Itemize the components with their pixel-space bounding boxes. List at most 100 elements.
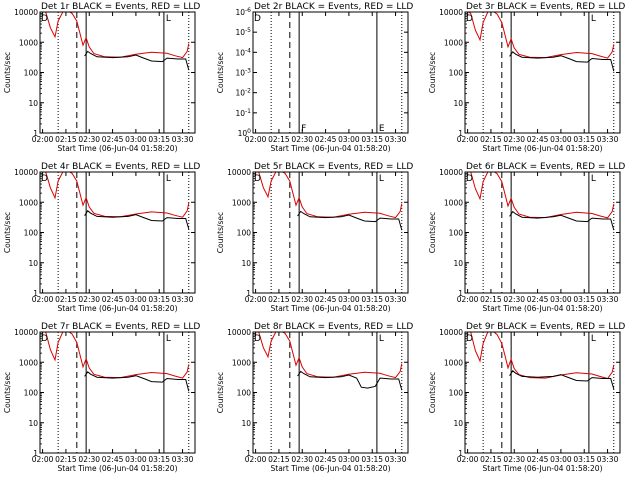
y-tick-label: 10: [241, 419, 251, 428]
mark-right: L: [591, 334, 596, 344]
y-tick-label: 1000: [232, 358, 251, 367]
x-axis-label: Start Time (06-Jun-04 01:58:20): [271, 464, 391, 473]
x-tick-label: 02:00: [32, 455, 54, 464]
x-tick-label: 02:15: [268, 295, 290, 304]
x-tick-label: 02:30: [291, 455, 313, 464]
y-tick-label: 10000: [439, 8, 463, 17]
x-tick-label: 02:30: [78, 135, 100, 144]
saa-mark-left: D: [254, 14, 261, 24]
mark-right: L: [591, 14, 596, 24]
x-tick-label: 02:45: [527, 135, 549, 144]
panel-1: Det 1r BLACK = Events, RED = LLD 1 10 100 10…: [3, 2, 200, 153]
y-axis-label: Counts/sec: [428, 212, 437, 253]
series-line-events: [509, 210, 615, 231]
plot-frame: [252, 11, 409, 134]
y-tick-label: 100: [449, 229, 464, 238]
series-line-events: [84, 50, 190, 71]
panel-6: Det 6r BLACK = Events, RED = LLD 1 10 100 10…: [428, 162, 625, 313]
mark-right: L: [591, 174, 596, 184]
mark-right: L: [379, 334, 384, 344]
mark-right: L: [166, 14, 171, 24]
x-tick-label: 02:30: [503, 455, 525, 464]
saa-mark-left: D: [41, 14, 48, 24]
panel-2: Det 2r BLACK = Events, RED = LLD 100 10-1 1…: [216, 2, 413, 153]
panel-title: Det 8r BLACK = Events, RED = LLD: [254, 322, 413, 332]
x-tick-label: 02:45: [315, 135, 337, 144]
y-axis-label: Counts/sec: [3, 52, 12, 93]
x-tick-label: 02:45: [527, 455, 549, 464]
mark-right: L: [166, 174, 171, 184]
plot-frame: [464, 331, 621, 454]
x-tick-label: 03:00: [125, 135, 147, 144]
x-tick-label: 02:00: [245, 295, 267, 304]
x-tick-label: 02:15: [55, 295, 77, 304]
y-tick-label: 1: [458, 449, 463, 458]
x-tick-label: 03:15: [361, 135, 383, 144]
x-tick-label: 02:15: [55, 455, 77, 464]
mark-mid: F: [301, 124, 306, 134]
y-tick-exponent: -1: [245, 108, 251, 115]
x-tick-label: 03:00: [125, 455, 147, 464]
plot-area: [257, 332, 403, 391]
x-tick-label: 02:45: [315, 455, 337, 464]
y-tick-label: 1: [33, 449, 38, 458]
series-line-events: [509, 51, 615, 72]
panel-title: Det 6r BLACK = Events, RED = LLD: [466, 162, 625, 172]
saa-mark-left: D: [466, 334, 473, 344]
saa-mark-left: D: [254, 174, 261, 184]
y-axis-label: Counts/sec: [428, 52, 437, 93]
y-tick-label: 100: [237, 389, 252, 398]
panel-title: Det 1r BLACK = Events, RED = LLD: [41, 2, 200, 12]
x-tick-label: 02:15: [268, 455, 290, 464]
y-tick-label: 1000: [19, 358, 38, 367]
plot-frame: [464, 11, 621, 134]
x-tick-label: 02:00: [245, 135, 267, 144]
x-tick-label: 02:00: [457, 455, 479, 464]
series-line-events: [84, 371, 190, 392]
saa-mark-left: D: [254, 334, 261, 344]
y-tick-exponent: -4: [245, 47, 251, 54]
y-tick-label: 1: [246, 449, 251, 458]
x-tick-label: 02:00: [245, 455, 267, 464]
x-tick-label: 02:45: [102, 295, 124, 304]
panel-4: Det 4r BLACK = Events, RED = LLD 1 10 100 10…: [3, 162, 200, 313]
x-tick-label: 03:15: [361, 455, 383, 464]
series-line-lld: [44, 12, 190, 59]
panel-title: Det 3r BLACK = Events, RED = LLD: [466, 2, 625, 12]
x-tick-label: 03:00: [338, 455, 360, 464]
y-tick-label: 100: [24, 389, 39, 398]
x-tick-label: 02:30: [503, 295, 525, 304]
panel-title: Det 7r BLACK = Events, RED = LLD: [41, 322, 200, 332]
y-tick-label: 10-3: [235, 68, 251, 78]
x-tick-label: 02:15: [480, 295, 502, 304]
x-axis-label: Start Time (06-Jun-04 01:58:20): [271, 304, 391, 313]
x-tick-label: 02:15: [480, 135, 502, 144]
y-tick-label: 100: [237, 229, 252, 238]
x-tick-label: 03:30: [385, 455, 407, 464]
mark-right: L: [379, 174, 384, 184]
x-tick-label: 02:00: [32, 135, 54, 144]
x-tick-label: 03:15: [573, 135, 595, 144]
plot-area: [467, 12, 615, 72]
mark-right: L: [166, 334, 171, 344]
x-tick-label: 03:00: [338, 135, 360, 144]
x-axis-label: Start Time (06-Jun-04 01:58:20): [483, 464, 603, 473]
y-tick-label: 10: [453, 99, 463, 108]
x-tick-label: 03:00: [550, 135, 572, 144]
x-tick-label: 03:15: [148, 455, 170, 464]
plot-area: [469, 332, 615, 390]
x-tick-label: 03:30: [597, 135, 619, 144]
series-line-lld: [44, 172, 190, 218]
y-tick-label: 1000: [444, 38, 463, 47]
x-tick-label: 02:00: [457, 135, 479, 144]
y-tick-label: 1000: [19, 198, 38, 207]
x-axis-label: Start Time (06-Jun-04 01:58:20): [483, 304, 603, 313]
x-axis-label: Start Time (06-Jun-04 01:58:20): [483, 144, 603, 153]
panel-9: Det 9r BLACK = Events, RED = LLD 1 10 100 10…: [428, 322, 625, 473]
plot-area: [44, 332, 190, 392]
series-line-lld: [469, 172, 615, 219]
saa-mark-left: D: [466, 14, 473, 24]
y-tick-label: 10: [241, 259, 251, 268]
y-tick-label: 1: [246, 289, 251, 298]
y-tick-label: 10-6: [235, 7, 251, 17]
